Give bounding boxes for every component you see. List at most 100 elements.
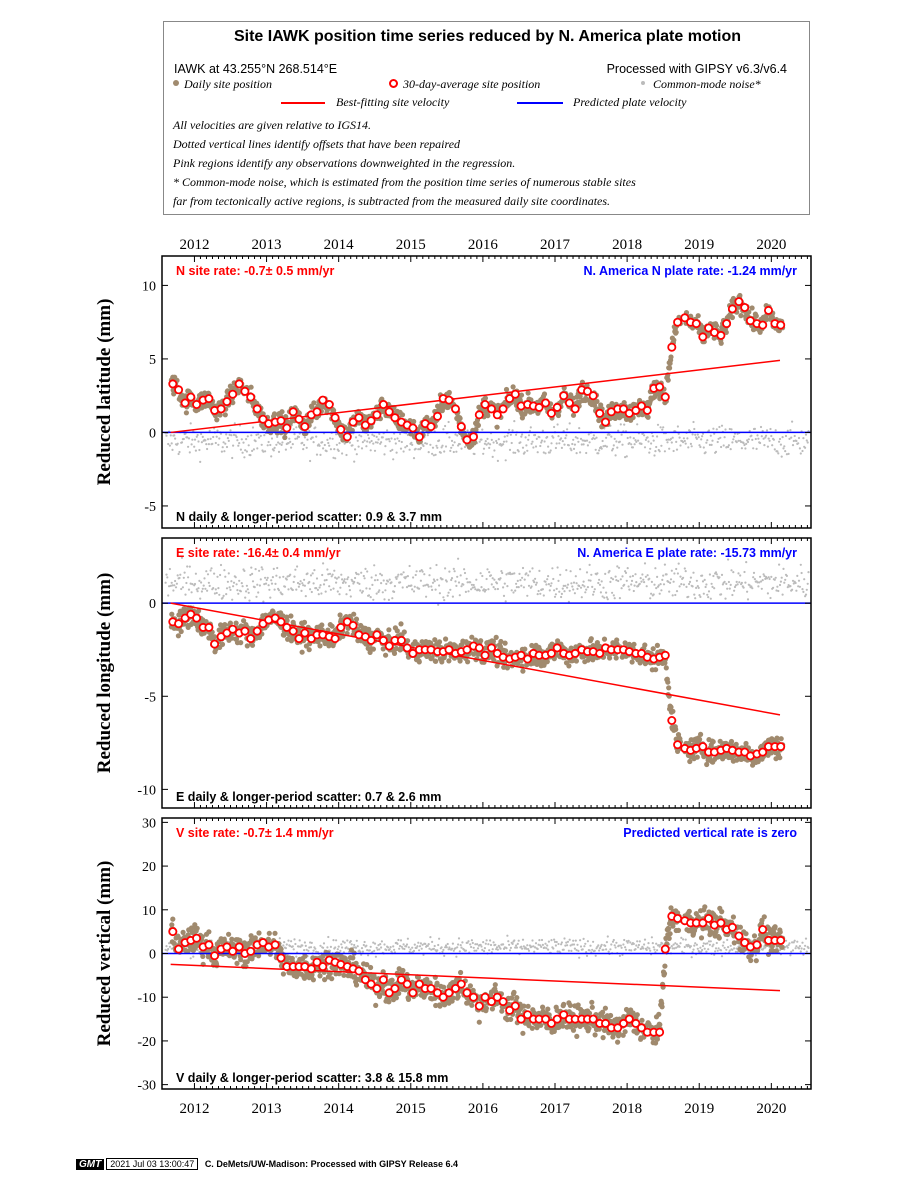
common-mode-point: [665, 573, 668, 576]
common-mode-point: [438, 584, 441, 587]
avg-position-point: [300, 628, 310, 638]
common-mode-point: [640, 442, 643, 445]
common-mode-point: [482, 588, 486, 591]
common-mode-point: [766, 592, 770, 595]
daily-position-point: [311, 400, 317, 406]
daily-position-point: [503, 386, 510, 393]
panel-frame: [161, 255, 812, 529]
common-mode-point: [326, 946, 329, 949]
common-mode-point: [804, 446, 807, 449]
common-mode-point: [272, 567, 275, 571]
common-mode-point: [517, 586, 520, 589]
common-mode-point: [436, 578, 439, 581]
legend-common-mode: Common-mode noise*: [653, 77, 761, 91]
common-mode-point: [269, 443, 272, 447]
common-mode-point: [441, 578, 444, 581]
common-mode-point: [410, 441, 413, 444]
common-mode-point: [289, 573, 292, 576]
common-mode-point: [714, 571, 718, 574]
avg-position-point: [601, 417, 611, 427]
common-mode-point: [453, 441, 456, 444]
common-mode-point: [542, 451, 545, 454]
common-mode-point: [658, 450, 661, 453]
common-mode-point: [242, 441, 245, 444]
common-mode-point: [596, 572, 599, 575]
common-mode-point: [187, 588, 191, 591]
common-mode-point: [194, 449, 197, 452]
common-mode-point: [646, 436, 649, 439]
common-mode-point: [200, 432, 203, 436]
common-mode-point: [188, 451, 191, 454]
chart-title: Site IAWK position time series reduced b…: [233, 28, 742, 45]
common-mode-point: [259, 578, 262, 581]
common-mode-point: [791, 420, 794, 423]
common-mode-point: [469, 581, 472, 584]
common-mode-point: [266, 444, 269, 447]
common-mode-point: [285, 578, 288, 581]
y-tick-label: -10: [137, 783, 156, 798]
common-mode-point: [454, 580, 457, 583]
common-mode-point: [450, 446, 453, 449]
common-mode-point: [539, 592, 542, 595]
common-mode-point: [251, 426, 255, 429]
daily-position-point: [405, 638, 411, 644]
common-mode-point: [676, 425, 680, 428]
common-mode-point: [187, 445, 190, 448]
daily-position-point: [433, 658, 439, 664]
common-mode-point: [789, 585, 792, 588]
common-mode-point: [309, 574, 313, 577]
common-mode-point: [370, 576, 373, 579]
common-mode-point: [335, 433, 338, 436]
legend-best-fit: Best-fitting site velocity: [336, 95, 450, 109]
common-mode-point: [296, 581, 300, 585]
common-mode-point: [315, 587, 318, 590]
common-mode-point: [546, 435, 549, 439]
avg-position-point: [642, 405, 652, 415]
common-mode-point: [773, 448, 776, 451]
common-mode-point: [496, 459, 499, 462]
common-mode-point: [697, 436, 700, 439]
avg-position-point: [450, 404, 460, 414]
common-mode-point: [188, 565, 191, 568]
common-mode-point: [706, 439, 709, 442]
common-mode-point: [759, 425, 763, 429]
common-mode-point: [728, 427, 731, 431]
common-mode-point: [396, 437, 399, 440]
common-mode-point: [744, 581, 747, 584]
common-mode-point: [342, 580, 345, 583]
daily-position-point: [241, 618, 247, 624]
daily-position-point: [502, 640, 508, 646]
common-mode-point: [294, 942, 297, 946]
common-mode-point: [443, 450, 446, 453]
common-mode-point: [227, 572, 230, 575]
common-mode-point: [360, 947, 364, 950]
daily-position-point: [353, 616, 360, 622]
common-mode-point: [517, 450, 520, 453]
common-mode-point: [431, 452, 434, 455]
common-mode-point: [667, 580, 670, 584]
legend-box: Site IAWK position time series reduced b…: [163, 21, 810, 215]
common-mode-point: [538, 569, 541, 573]
common-mode-point: [765, 577, 769, 580]
common-mode-point: [309, 941, 312, 944]
common-mode-point: [177, 452, 180, 456]
y-tick-label: 5: [149, 353, 156, 368]
avg-position-point: [631, 405, 641, 415]
common-mode-point: [572, 588, 575, 591]
avg-position-point: [378, 399, 388, 409]
common-mode-point: [605, 591, 608, 594]
daily-position-point: [777, 755, 783, 761]
daily-position-point: [555, 412, 562, 419]
common-mode-point: [795, 589, 798, 592]
common-mode-point: [505, 573, 508, 576]
avg-position-point: [282, 622, 292, 632]
common-mode-point: [716, 440, 719, 444]
common-mode-point: [228, 433, 231, 436]
common-mode-point: [733, 435, 736, 438]
avg-position-point: [444, 645, 454, 655]
common-mode-point: [792, 439, 795, 443]
common-mode-point: [206, 438, 210, 441]
legend-predicted: Predicted plate velocity: [573, 95, 687, 109]
common-mode-point: [174, 437, 177, 440]
common-mode-point: [418, 587, 421, 590]
